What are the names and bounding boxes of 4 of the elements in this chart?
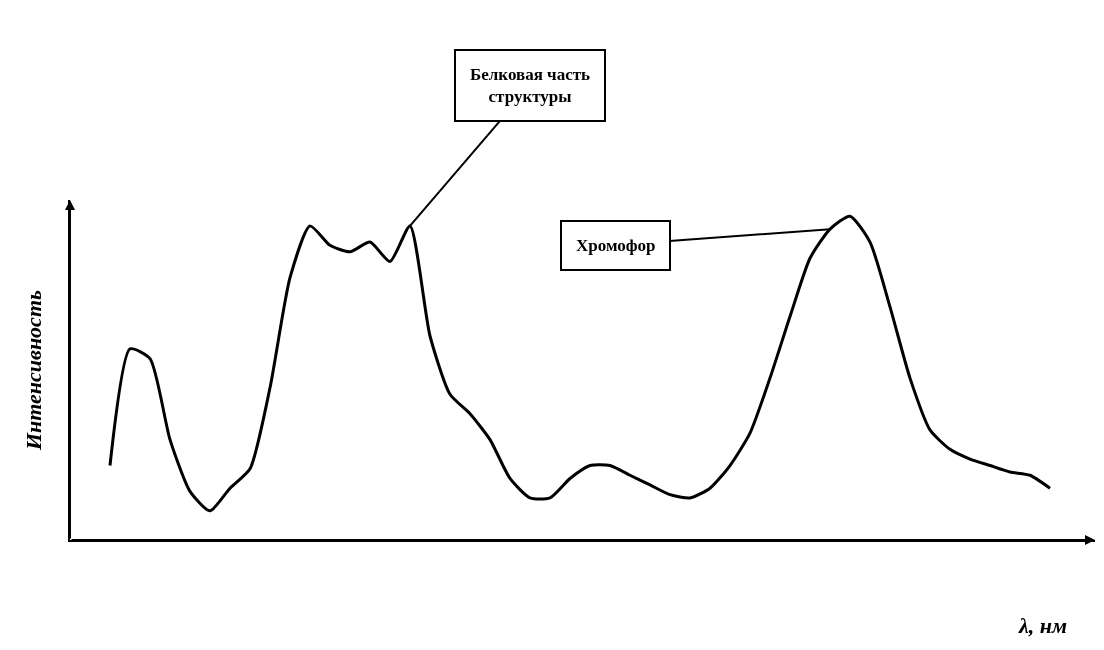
annotation: Хромофор (576, 236, 656, 255)
y-axis-title: Интенсивность (21, 289, 47, 452)
x-axis-title: λ, нм (1018, 613, 1068, 638)
text: Белковая часть структуры (470, 65, 591, 107)
